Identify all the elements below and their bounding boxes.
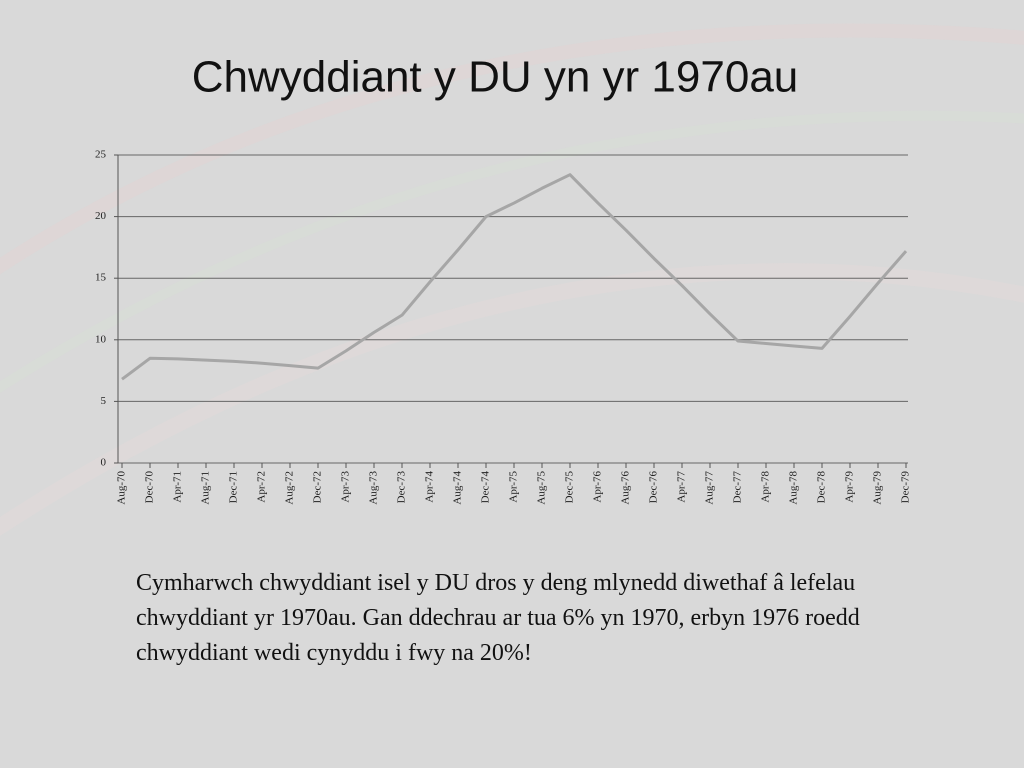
x-tick-label: Aug-75	[536, 471, 548, 505]
x-tick-label: Dec-72	[312, 471, 324, 503]
x-tick-label: Aug-74	[452, 471, 464, 505]
x-tick-label: Apr-73	[340, 471, 352, 503]
body-text: Cymharwch chwyddiant isel y DU dros y de…	[136, 570, 860, 666]
x-tick-label: Aug-73	[368, 471, 380, 505]
x-tick-label: Aug-76	[620, 471, 632, 505]
x-tick-label: Aug-71	[200, 471, 212, 505]
x-tick-label: Apr-72	[256, 471, 268, 503]
y-tick-label: 25	[95, 149, 107, 161]
x-tick-label: Apr-77	[676, 471, 688, 503]
x-tick-label: Aug-78	[788, 471, 800, 505]
chart-title: Chwyddiant y DU yn yr 1970au	[192, 53, 799, 102]
x-tick-label: Dec-71	[228, 471, 240, 503]
x-tick-label: Dec-75	[564, 471, 576, 504]
x-tick-label: Aug-70	[116, 471, 128, 505]
decor	[0, 23, 1024, 275]
y-tick-label: 10	[95, 333, 107, 345]
x-tick-label: Dec-74	[480, 471, 492, 504]
x-tick-label: Apr-76	[592, 471, 604, 503]
x-tick-label: Aug-79	[872, 471, 884, 505]
x-tick-label: Aug-72	[284, 471, 296, 505]
decor	[0, 263, 1024, 537]
x-tick-label: Apr-75	[508, 471, 520, 503]
x-tick-label: Dec-76	[648, 471, 660, 504]
y-tick-label: 20	[95, 210, 107, 222]
x-tick-label: Dec-73	[396, 471, 408, 504]
x-tick-label: Apr-79	[844, 471, 856, 503]
y-tick-label: 15	[95, 272, 107, 284]
x-tick-label: Apr-74	[424, 471, 436, 503]
x-tick-label: Dec-77	[732, 471, 744, 504]
x-tick-label: Aug-77	[704, 471, 716, 505]
decor	[0, 110, 1024, 394]
x-tick-label: Dec-78	[816, 471, 828, 504]
x-tick-label: Dec-70	[144, 471, 156, 504]
x-tick-label: Apr-78	[760, 471, 772, 503]
x-tick-label: Apr-71	[172, 471, 184, 503]
y-tick-label: 0	[101, 457, 107, 469]
data-line	[121, 173, 908, 381]
x-tick-label: Dec-79	[900, 471, 912, 504]
y-tick-label: 5	[101, 395, 107, 407]
